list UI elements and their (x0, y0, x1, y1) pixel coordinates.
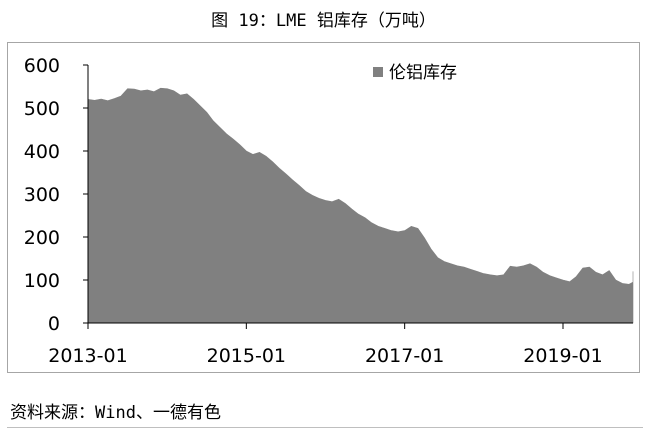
y-tick-label: 400 (24, 141, 60, 163)
y-tick-label: 600 (24, 55, 60, 77)
x-tick-label: 2013-01 (48, 345, 127, 367)
bottom-rule (7, 427, 643, 428)
x-tick-label: 2015-01 (207, 345, 286, 367)
y-tick-label: 500 (24, 98, 60, 120)
x-axis: 2013-01 2015-01 2017-01 2019-01 (48, 322, 633, 367)
chart-title: 图 19：LME 铝库存（万吨） (211, 11, 436, 31)
x-tick-label: 2017-01 (365, 345, 444, 367)
chart-frame (7, 42, 640, 373)
y-tick-label: 100 (24, 270, 60, 292)
source-note: 资料来源：Wind、一德有色 (10, 403, 221, 423)
y-axis: 0 100 200 300 400 500 600 (24, 55, 89, 335)
legend-label: 伦铝库存 (389, 63, 457, 83)
area-series-lme-aluminium (87, 87, 634, 324)
y-tick-label: 200 (24, 227, 60, 249)
y-tick-label: 300 (24, 184, 60, 206)
x-tick-label: 2019-01 (523, 345, 602, 367)
legend-swatch (373, 67, 383, 77)
legend: 伦铝库存 (373, 63, 457, 83)
y-tick-label: 0 (48, 313, 60, 335)
